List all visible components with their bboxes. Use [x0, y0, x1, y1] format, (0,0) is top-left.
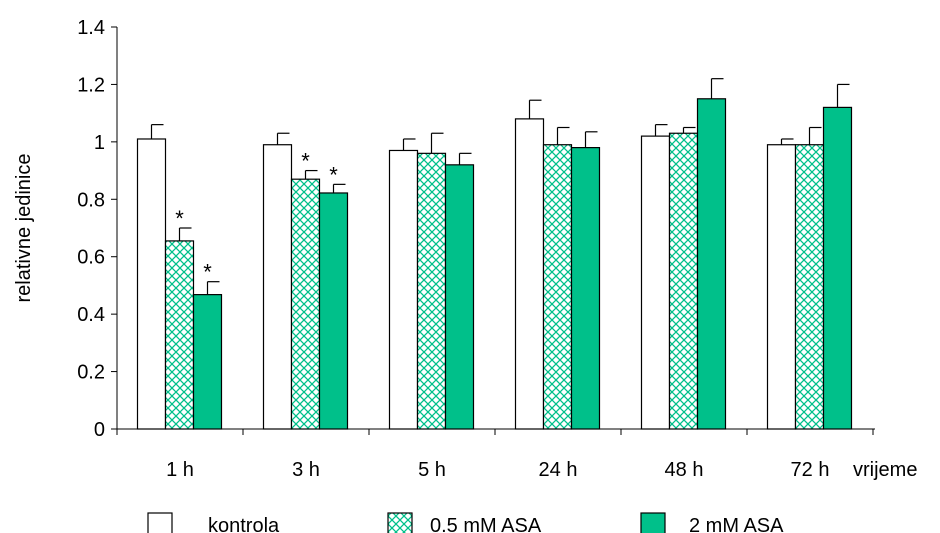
bar [696, 98, 727, 430]
significance-marker: * [175, 206, 184, 231]
significance-marker: * [301, 149, 310, 174]
bar [388, 149, 419, 430]
bar [416, 152, 447, 430]
y-axis-title: relativne jedinice [13, 154, 35, 303]
legend-swatch [640, 512, 666, 533]
y-tick-label: 0.2 [77, 362, 105, 384]
x-tick-label: 72 h [791, 459, 830, 481]
bar [640, 135, 671, 430]
bar [318, 192, 349, 430]
bar [794, 144, 825, 430]
bar [766, 144, 797, 430]
bar [290, 178, 321, 430]
y-tick-label: 0 [94, 419, 105, 441]
legend-label: 0.5 mM ASA [430, 515, 542, 533]
x-tick-label: 1 h [166, 459, 194, 481]
bar [444, 164, 475, 430]
y-tick-label: 1.2 [77, 74, 105, 96]
bar [542, 144, 573, 430]
x-axis-title: vrijeme [853, 459, 917, 481]
x-tick-label: 48 h [665, 459, 704, 481]
bar [668, 132, 699, 430]
significance-marker: * [203, 260, 212, 285]
y-tick-label: 1 [94, 132, 105, 154]
y-tick-label: 0.8 [77, 189, 105, 211]
legend-label: kontrola [208, 515, 280, 533]
bar [262, 144, 293, 430]
legend-label: 2 mM ASA [689, 515, 784, 533]
y-tick-label: 0.6 [77, 247, 105, 269]
legend-swatch [147, 512, 173, 533]
x-tick-label: 5 h [418, 459, 446, 481]
x-tick-label: 3 h [292, 459, 320, 481]
bar [570, 147, 601, 430]
bar [514, 118, 545, 430]
significance-marker: * [329, 162, 338, 187]
bar [192, 294, 223, 430]
x-tick-label: 24 h [539, 459, 578, 481]
y-tick-label: 0.4 [77, 304, 105, 326]
bar [164, 240, 195, 430]
legend-swatch [387, 512, 413, 533]
bar [822, 106, 853, 430]
bar [136, 138, 167, 430]
y-tick-label: 1.4 [77, 17, 105, 39]
